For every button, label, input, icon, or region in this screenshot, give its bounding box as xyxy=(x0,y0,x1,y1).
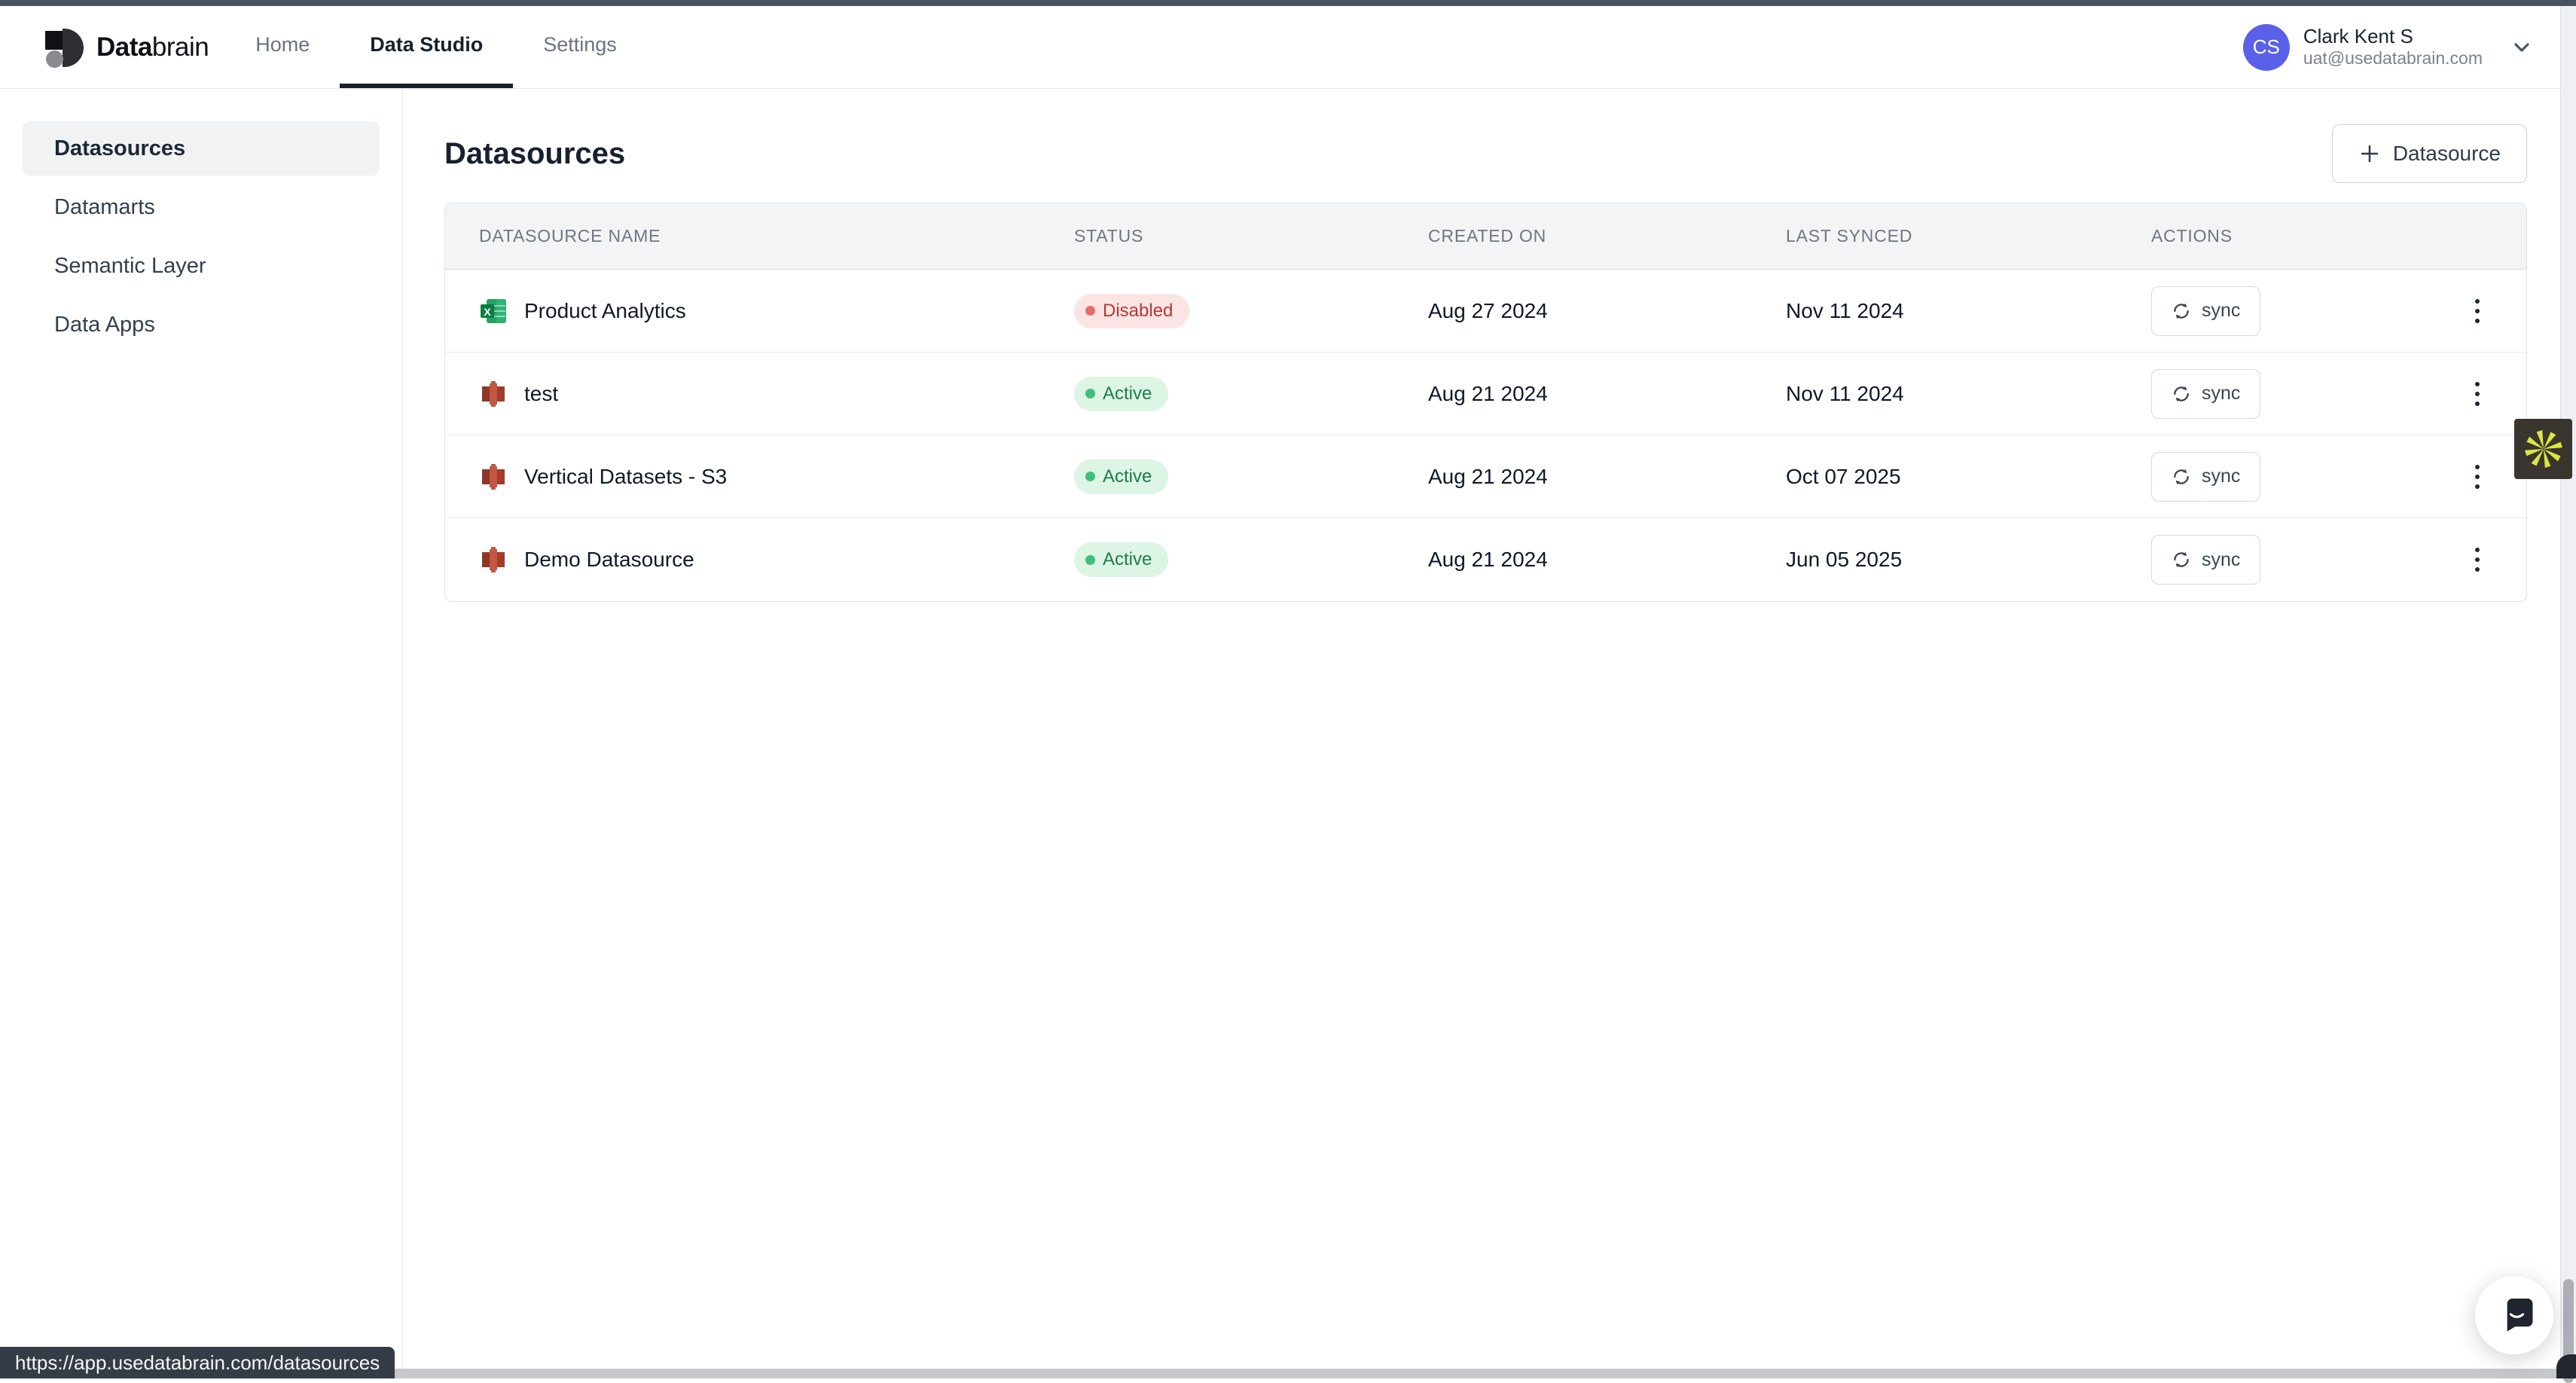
horizontal-scrollbar[interactable] xyxy=(0,1369,2576,1378)
last-synced-value: Nov 11 2024 xyxy=(1786,298,1904,322)
table-row[interactable]: test Active Aug 21 2024 Nov 11 2024 sync xyxy=(445,353,2526,435)
col-header-created-on: CREATED ON xyxy=(1428,226,1547,246)
user-email: uat@usedatabrain.com xyxy=(2303,48,2483,69)
add-datasource-button[interactable]: Datasource xyxy=(2331,124,2527,183)
corner-widget xyxy=(2556,1354,2576,1378)
col-header-status: STATUS xyxy=(1074,226,1144,246)
tab-home[interactable]: Home xyxy=(255,33,310,56)
sidebar: Datasources Datamarts Semantic Layer Dat… xyxy=(0,90,403,1378)
created-on-value: Aug 27 2024 xyxy=(1428,298,1548,322)
page-title: Datasources xyxy=(444,136,626,170)
redshift-datasource-icon xyxy=(479,380,508,408)
datasource-name: Product Analytics xyxy=(524,298,686,322)
asterisk-icon xyxy=(2522,427,2565,471)
sync-button[interactable]: sync xyxy=(2151,368,2261,419)
last-synced-value: Nov 11 2024 xyxy=(1786,381,1904,405)
col-header-actions: ACTIONS xyxy=(2151,226,2233,246)
databrain-logo[interactable]: Databrain xyxy=(44,6,209,88)
redshift-datasource-icon xyxy=(479,545,508,574)
table-row[interactable]: X Product Analytics Disabled Aug 27 2024… xyxy=(445,270,2526,353)
last-synced-value: Jun 05 2025 xyxy=(1786,548,1903,571)
row-menu-kebab-icon[interactable] xyxy=(2468,292,2487,331)
status-badge: Active xyxy=(1074,542,1169,577)
user-menu[interactable]: CS Clark Kent S uat@usedatabrain.com xyxy=(2242,6,2534,88)
user-name: Clark Kent S xyxy=(2303,25,2413,48)
tab-settings[interactable]: Settings xyxy=(543,33,617,56)
table-row[interactable]: Demo Datasource Active Aug 21 2024 Jun 0… xyxy=(445,518,2526,601)
datasource-name: test xyxy=(524,381,559,405)
table-body: X Product Analytics Disabled Aug 27 2024… xyxy=(445,270,2526,601)
tab-data-studio[interactable]: Data Studio xyxy=(340,6,514,88)
created-on-value: Aug 21 2024 xyxy=(1428,381,1548,405)
excel-datasource-icon: X xyxy=(479,297,508,325)
svg-text:X: X xyxy=(484,306,491,318)
chat-bubble-icon xyxy=(2493,1294,2535,1336)
row-menu-kebab-icon[interactable] xyxy=(2468,374,2487,414)
plus-icon xyxy=(2358,142,2381,165)
table-row[interactable]: Vertical Datasets - S3 Active Aug 21 202… xyxy=(445,435,2526,518)
top-accent-bar xyxy=(0,0,2576,6)
last-synced-value: Oct 07 2025 xyxy=(1786,464,1901,488)
status-url-tooltip: https://app.usedatabrain.com/datasources xyxy=(0,1347,395,1378)
refresh-icon xyxy=(2172,550,2191,569)
vertical-scrollbar[interactable] xyxy=(2560,6,2576,1383)
sidebar-item-datamarts[interactable]: Datamarts xyxy=(54,194,155,219)
databrain-logo-icon xyxy=(44,27,84,68)
sync-button[interactable]: sync xyxy=(2151,451,2261,502)
sidebar-item-datasources[interactable]: Datasources xyxy=(23,121,380,176)
status-badge: Active xyxy=(1074,376,1169,411)
row-menu-kebab-icon[interactable] xyxy=(2468,457,2487,496)
sidebar-item-data-apps[interactable]: Data Apps xyxy=(54,312,155,337)
databrain-wordmark: Databrain xyxy=(96,32,209,62)
datasources-table: DATASOURCE NAME STATUS CREATED ON LAST S… xyxy=(444,203,2527,602)
status-badge: Active xyxy=(1074,459,1169,494)
created-on-value: Aug 21 2024 xyxy=(1428,548,1548,571)
sync-button[interactable]: sync xyxy=(2151,285,2261,336)
sidebar-item-semantic-layer[interactable]: Semantic Layer xyxy=(54,253,206,278)
top-navbar: Databrain Home Data Studio Settings CS C… xyxy=(0,6,2576,89)
status-badge: Disabled xyxy=(1074,293,1190,328)
avatar: CS xyxy=(2242,23,2290,71)
row-menu-kebab-icon[interactable] xyxy=(2468,540,2487,579)
refresh-icon xyxy=(2172,384,2191,404)
table-header-row: DATASOURCE NAME STATUS CREATED ON LAST S… xyxy=(445,203,2526,270)
datasource-name: Demo Datasource xyxy=(524,548,694,571)
col-header-datasource-name: DATASOURCE NAME xyxy=(479,226,661,246)
col-header-last-synced: LAST SYNCED xyxy=(1786,226,1913,246)
datasource-name: Vertical Datasets - S3 xyxy=(524,464,728,488)
main-nav: Home Data Studio Settings xyxy=(225,6,647,88)
sync-button[interactable]: sync xyxy=(2151,535,2261,585)
chat-launcher-button[interactable] xyxy=(2475,1276,2553,1354)
chevron-down-icon xyxy=(2510,35,2534,60)
created-on-value: Aug 21 2024 xyxy=(1428,464,1548,488)
main-content: Datasources Datasource DATASOURCE NAME S… xyxy=(403,90,2576,1378)
asterisk-widget-button[interactable] xyxy=(2514,419,2572,479)
refresh-icon xyxy=(2172,467,2191,487)
refresh-icon xyxy=(2172,301,2191,321)
redshift-datasource-icon xyxy=(479,463,508,491)
